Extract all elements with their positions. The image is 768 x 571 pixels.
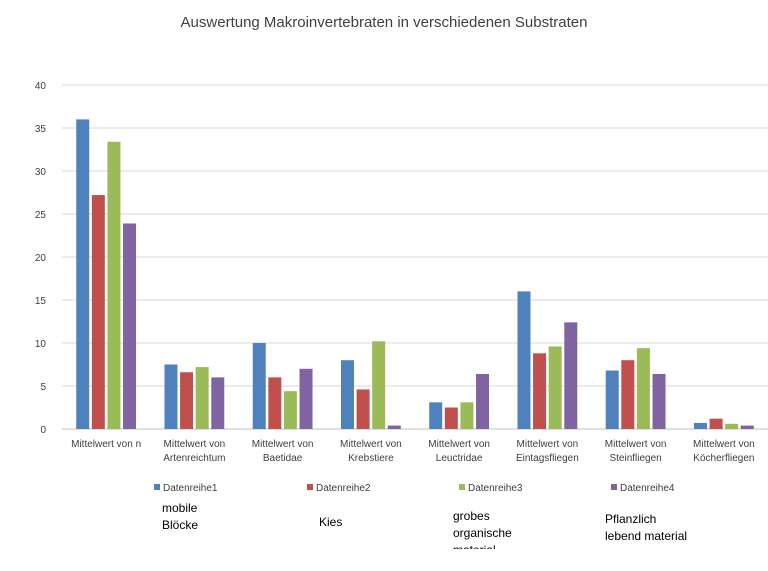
y-tick-label: 20 — [35, 253, 47, 264]
legend-label-datenreihe3: Datenreihe3 — [468, 483, 523, 494]
bar-datenreihe3-1 — [195, 367, 209, 429]
y-tick-label: 5 — [40, 382, 46, 393]
bar-datenreihe1-1 — [164, 364, 178, 429]
chart-title: Auswertung Makroinvertebraten in verschi… — [180, 14, 588, 31]
legend-swatch-datenreihe4 — [611, 484, 617, 490]
y-tick-label: 35 — [35, 124, 47, 135]
x-tick-label: Mittelwert von n — [71, 439, 141, 450]
bar-datenreihe3-6 — [636, 348, 650, 429]
x-tick-label: Mittelwert von — [428, 439, 490, 450]
legend-swatch-datenreihe2 — [307, 484, 313, 490]
x-tick-label: Krebstiere — [348, 453, 394, 464]
x-tick-label: Mittelwert von — [252, 439, 314, 450]
annotation-mobile-bloecke: mobile Blöcke — [162, 501, 199, 532]
x-tick-label: Mittelwert von — [605, 439, 667, 450]
bar-datenreihe2-0 — [91, 195, 105, 429]
bar-datenreihe4-3 — [387, 425, 401, 429]
x-tick-label: Köcherfliegen — [693, 453, 754, 464]
bar-datenreihe2-4 — [444, 407, 458, 429]
bar-datenreihe3-2 — [283, 391, 297, 429]
x-tick-label: Mittelwert von — [340, 439, 402, 450]
legend-swatch-datenreihe1 — [154, 484, 160, 490]
y-tick-label: 15 — [35, 296, 47, 307]
bar-datenreihe2-5 — [533, 353, 547, 429]
bar-datenreihe1-6 — [605, 370, 619, 429]
bar-datenreihe2-6 — [621, 360, 635, 429]
bar-datenreihe1-4 — [429, 402, 443, 429]
x-tick-label: Mittelwert von — [164, 439, 226, 450]
bar-datenreihe3-5 — [548, 346, 562, 429]
legend-label-datenreihe4: Datenreihe4 — [620, 483, 675, 494]
bar-datenreihe1-7 — [693, 422, 707, 429]
bar-datenreihe1-0 — [76, 119, 90, 430]
x-tick-label: Steinfliegen — [609, 453, 661, 464]
x-tick-label: Artenreichtum — [163, 453, 225, 464]
bar-datenreihe3-4 — [460, 402, 474, 429]
annotation-grobes-organische-material: grobes organische material — [453, 509, 512, 549]
bar-datenreihe4-1 — [211, 377, 225, 429]
bar-datenreihe1-3 — [340, 360, 354, 429]
x-tick-label: Mittelwert von — [517, 439, 579, 450]
bar-datenreihe4-0 — [123, 223, 137, 429]
x-tick-label: Leuctridae — [436, 453, 483, 464]
y-tick-label: 10 — [35, 339, 47, 350]
bar-datenreihe2-2 — [268, 377, 282, 429]
y-tick-label: 40 — [35, 81, 47, 92]
bar-datenreihe2-7 — [709, 418, 723, 429]
bar-datenreihe4-4 — [476, 373, 490, 429]
bar-datenreihe2-3 — [356, 389, 370, 429]
bar-datenreihe1-2 — [252, 343, 266, 429]
annotation-pflanzlich-lebend-material: Pflanzlich lebend material — [605, 512, 688, 543]
bar-datenreihe4-7 — [740, 425, 754, 429]
bar-datenreihe3-3 — [372, 341, 386, 429]
y-tick-label: 0 — [40, 425, 46, 436]
bar-datenreihe4-6 — [652, 373, 666, 429]
legend-label-datenreihe1: Datenreihe1 — [163, 483, 218, 494]
annotation-kies: Kies — [319, 515, 343, 529]
y-tick-label: 25 — [35, 210, 47, 221]
legend-label-datenreihe2: Datenreihe2 — [316, 483, 371, 494]
y-tick-label: 30 — [35, 167, 47, 178]
bar-datenreihe3-7 — [725, 423, 739, 429]
legend-swatch-datenreihe3 — [459, 484, 465, 490]
x-tick-label: Eintagsfliegen — [516, 453, 579, 464]
bar-datenreihe4-2 — [299, 368, 313, 429]
bar-datenreihe3-0 — [107, 141, 121, 429]
x-tick-label: Baetidae — [263, 453, 303, 464]
x-tick-label: Mittelwert von — [693, 439, 755, 450]
bar-datenreihe1-5 — [517, 291, 531, 429]
bar-datenreihe2-1 — [180, 372, 194, 429]
bar-datenreihe4-5 — [564, 322, 578, 429]
